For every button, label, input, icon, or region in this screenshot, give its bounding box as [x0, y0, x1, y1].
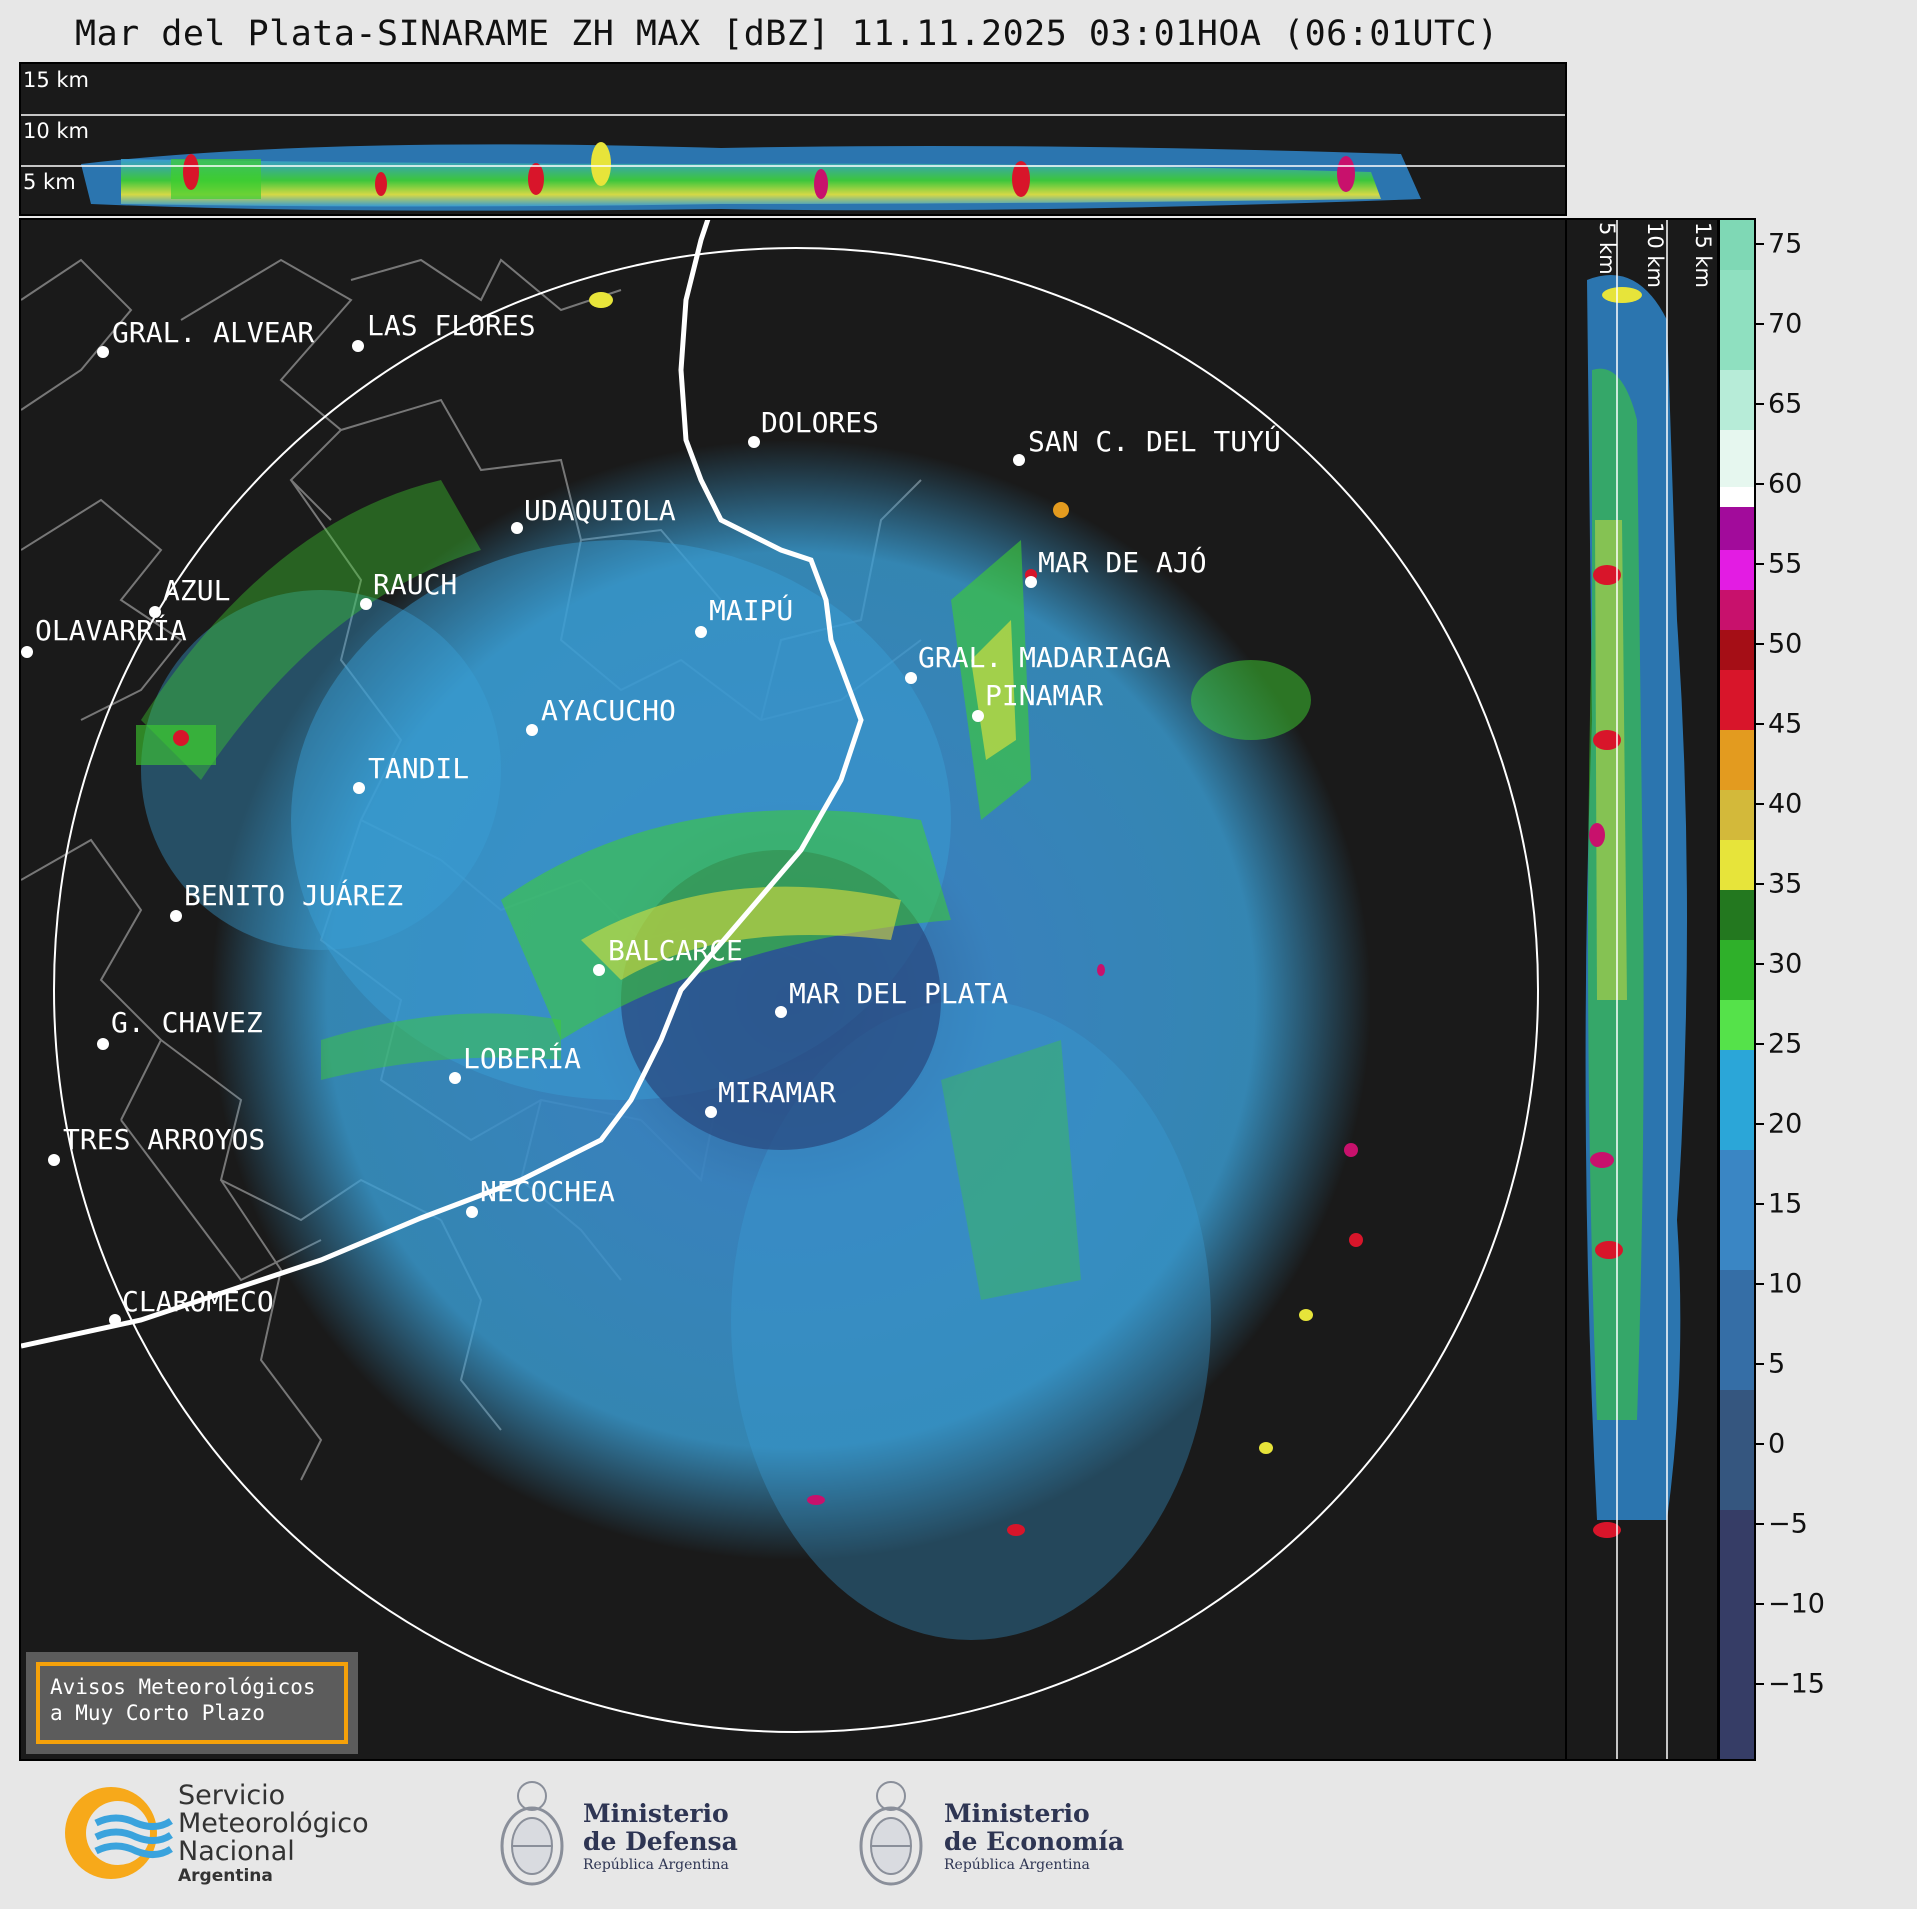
- city-label-rauch: RAUCH: [373, 568, 457, 601]
- height-label-15km-vertical: 15 km: [1691, 222, 1715, 289]
- colorbar-tick-label: 30: [1768, 948, 1803, 980]
- colorbar-tick: [1756, 323, 1764, 325]
- colorbar-tick: [1756, 563, 1764, 565]
- colorbar-tick-label: −5: [1768, 1508, 1808, 1540]
- colorbar-tick: [1756, 1203, 1764, 1205]
- radar-echoes: [136, 292, 1371, 1640]
- city-label-balcarce: BALCARCE: [608, 934, 743, 967]
- colorbar-tick: [1756, 403, 1764, 405]
- avisos-box[interactable]: Avisos Meteorológicos a Muy Corto Plazo: [26, 1652, 358, 1754]
- colorbar-tick: [1756, 1523, 1764, 1525]
- city-label-benito-juarez: BENITO JUÁREZ: [184, 878, 403, 912]
- city-label-san-c-del-tuyu: SAN C. DEL TUYÚ: [1028, 424, 1281, 458]
- colorbar-tick: [1756, 1443, 1764, 1445]
- colorbar-tick-label: 10: [1768, 1268, 1803, 1300]
- city-label-tres-arroyos: TRES ARROYOS: [63, 1123, 265, 1156]
- colorbar: [1718, 218, 1756, 1761]
- smn-line4: Argentina: [178, 1866, 273, 1886]
- smn-line3: Nacional: [178, 1836, 295, 1867]
- city-label-las-flores: LAS FLORES: [367, 309, 536, 342]
- colorbar-tick: [1756, 723, 1764, 725]
- city-label-miramar: MIRAMAR: [718, 1076, 836, 1109]
- colorbar-tick-label: 40: [1768, 788, 1803, 820]
- radar-map: GRAL. ALVEAR LAS FLORES DOLORES SAN C. D…: [21, 220, 1539, 1733]
- height-label-10km: 10 km: [23, 119, 90, 143]
- city-markers: [21, 340, 1037, 1326]
- colorbar-tick: [1756, 1123, 1764, 1125]
- city-label-udaquiola: UDAQUIOLA: [524, 494, 676, 527]
- city-label-tandil: TANDIL: [368, 752, 469, 785]
- defensa-line1: Ministerio: [583, 1799, 729, 1828]
- economia-line2: de Economía: [944, 1827, 1125, 1856]
- colorbar-tick-label: 0: [1768, 1428, 1786, 1460]
- smn-line2: Meteorológico: [178, 1808, 369, 1839]
- city-labels: GRAL. ALVEAR LAS FLORES DOLORES SAN C. D…: [35, 309, 1281, 1318]
- colorbar-tick-label: 25: [1768, 1028, 1803, 1060]
- colorbar-scale: [1720, 220, 1754, 1759]
- colorbar-tick-label: 20: [1768, 1108, 1803, 1140]
- colorbar-tick: [1756, 1363, 1764, 1365]
- smn-line1: Servicio: [178, 1780, 286, 1811]
- colorbar-tick: [1756, 483, 1764, 485]
- smn-logo-icon: [65, 1787, 173, 1879]
- defensa-coat-of-arms-icon: [500, 1781, 564, 1886]
- colorbar-tick-label: −10: [1768, 1588, 1825, 1620]
- colorbar-tick-label: 50: [1768, 628, 1803, 660]
- horizontal-cross-section-panel: 15 km 10 km 5 km: [19, 62, 1567, 216]
- height-label-15km: 15 km: [23, 68, 90, 92]
- city-label-maipu: MAIPÚ: [709, 593, 793, 627]
- colorbar-tick: [1756, 803, 1764, 805]
- colorbar-tick-label: 70: [1768, 308, 1803, 340]
- horizontal-cross-section-echoes: [21, 114, 1565, 211]
- colorbar-tick-label: 5: [1768, 1348, 1786, 1380]
- colorbar-tick-label: 55: [1768, 548, 1803, 580]
- vertical-cross-section-panel: 5 km 10 km 15 km: [1567, 218, 1719, 1761]
- colorbar-tick: [1756, 1683, 1764, 1685]
- economia-line1: Ministerio: [944, 1799, 1090, 1828]
- city-label-claromeco: CLAROMECO: [122, 1285, 274, 1318]
- chart-title: Mar del Plata-SINARAME ZH MAX [dBZ] 11.1…: [75, 14, 1499, 54]
- colorbar-tick-label: 60: [1768, 468, 1803, 500]
- city-label-dolores: DOLORES: [761, 406, 879, 439]
- city-label-mar-del-plata: MAR DEL PLATA: [789, 977, 1008, 1010]
- city-label-pinamar: PINAMAR: [985, 679, 1103, 712]
- city-label-ayacucho: AYACUCHO: [541, 694, 676, 727]
- colorbar-tick-label: 45: [1768, 708, 1803, 740]
- colorbar-tick: [1756, 1603, 1764, 1605]
- defensa-line2: de Defensa: [583, 1827, 738, 1856]
- colorbar-tick-label: 35: [1768, 868, 1803, 900]
- colorbar-tick: [1756, 1283, 1764, 1285]
- height-label-5km: 5 km: [23, 170, 76, 194]
- city-label-olavarria: OLAVARRÍA: [35, 613, 187, 647]
- economia-line3: República Argentina: [944, 1857, 1090, 1873]
- city-label-g-chavez: G. CHAVEZ: [111, 1006, 263, 1039]
- colorbar-tick: [1756, 963, 1764, 965]
- vertical-cross-section-echoes: [1585, 220, 1687, 1759]
- city-label-azul: AZUL: [163, 574, 230, 607]
- colorbar-tick-label: 75: [1768, 228, 1803, 260]
- radar-map-panel: GRAL. ALVEAR LAS FLORES DOLORES SAN C. D…: [19, 218, 1567, 1761]
- avisos-line2: a Muy Corto Plazo: [50, 1701, 265, 1725]
- city-label-mar-de-ajo: MAR DE AJÓ: [1038, 545, 1207, 579]
- coastline: [21, 220, 864, 1349]
- colorbar-tick: [1756, 243, 1764, 245]
- city-label-loberia: LOBERÍA: [463, 1041, 581, 1075]
- colorbar-tick: [1756, 1043, 1764, 1045]
- range-ring: [53, 247, 1539, 1733]
- defensa-line3: República Argentina: [583, 1857, 729, 1873]
- colorbar-tick-label: −15: [1768, 1668, 1825, 1700]
- economia-coat-of-arms-icon: [859, 1781, 923, 1886]
- city-label-necochea: NECOCHEA: [480, 1175, 615, 1208]
- avisos-line1: Avisos Meteorológicos: [50, 1675, 316, 1699]
- city-label-gral-alvear: GRAL. ALVEAR: [112, 316, 314, 349]
- avisos-link[interactable]: Avisos Meteorológicos a Muy Corto Plazo: [36, 1662, 348, 1744]
- height-label-10km-vertical: 10 km: [1643, 222, 1667, 289]
- city-label-gral-madariaga: GRAL. MADARIAGA: [918, 641, 1171, 674]
- height-label-5km-vertical: 5 km: [1595, 222, 1619, 275]
- colorbar-tick: [1756, 643, 1764, 645]
- colorbar-tick-label: 65: [1768, 388, 1803, 420]
- colorbar-tick: [1756, 883, 1764, 885]
- colorbar-tick-label: 15: [1768, 1188, 1803, 1220]
